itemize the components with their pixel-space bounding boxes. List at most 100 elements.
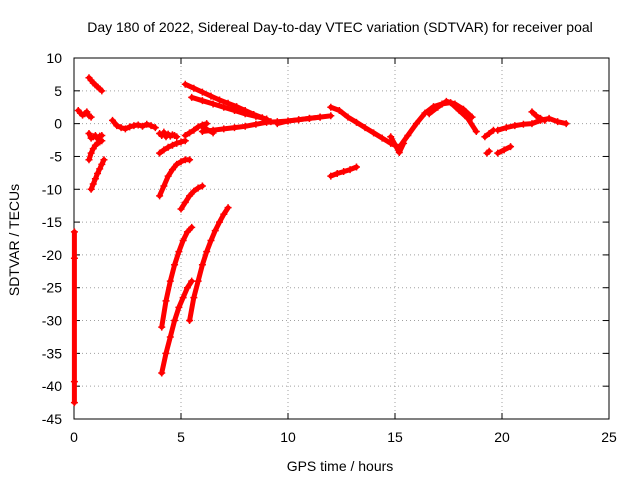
data-point-marker (126, 123, 134, 131)
data-point-marker (143, 120, 151, 128)
data-point-marker (198, 97, 206, 105)
x-tick-label: 10 (280, 429, 296, 445)
series-arc-4.1h-deepest (158, 277, 196, 377)
series-band (529, 109, 548, 123)
series-arc-5.5h-upper (188, 93, 271, 123)
series-arc-0.8h-low (87, 156, 108, 193)
data-point-marker (459, 105, 467, 113)
data-point-marker (346, 166, 354, 174)
x-tick-label: 15 (387, 429, 403, 445)
x-tick-label: 5 (177, 429, 185, 445)
y-tick-label: -35 (42, 345, 62, 361)
data-point-marker (94, 170, 102, 178)
data-point-marker (194, 184, 202, 192)
data-point-marker (190, 126, 198, 134)
y-tick-label: -20 (42, 247, 62, 263)
y-tick-label: 5 (54, 83, 62, 99)
data-point-marker (224, 99, 232, 107)
data-point-marker (181, 80, 189, 88)
data-point-marker (434, 103, 442, 111)
series-edge-points-0h (70, 228, 78, 407)
series-band (157, 157, 193, 199)
data-point-marker (216, 218, 224, 226)
data-point-marker (198, 182, 206, 190)
data-point-marker (186, 129, 194, 137)
data-point-marker (166, 333, 174, 341)
data-point-marker (166, 277, 174, 285)
data-point-marker (327, 172, 335, 180)
data-point-marker (158, 369, 166, 377)
series-arc-20h-zero (494, 114, 570, 134)
data-point-marker (485, 129, 493, 137)
data-point-marker (203, 120, 211, 128)
data-point-marker (85, 129, 93, 137)
data-point-marker (485, 147, 493, 155)
data-point-marker (87, 113, 95, 121)
y-tick-label: 0 (54, 116, 62, 132)
data-point-marker (181, 131, 189, 139)
series-arc-20h-neg (494, 143, 515, 157)
series-arc-12h-neg (327, 163, 360, 180)
data-point-marker (481, 133, 489, 141)
data-point-marker (263, 118, 271, 126)
data-point-marker (70, 254, 78, 262)
data-point-marker (209, 100, 217, 108)
data-point-marker (173, 139, 181, 147)
data-point-marker (175, 248, 183, 256)
data-point-marker (340, 168, 348, 176)
y-tick-label: -5 (50, 148, 63, 164)
data-point-marker (158, 323, 166, 331)
data-point-marker (171, 261, 179, 269)
data-point-marker (203, 248, 211, 256)
series-arc-10h-zero (273, 112, 335, 128)
data-point-marker (333, 170, 341, 178)
data-point-marker (171, 317, 179, 325)
data-point-marker (188, 223, 196, 231)
data-point-marker (220, 210, 228, 218)
y-tick-label: -25 (42, 280, 62, 296)
data-point-marker (198, 88, 206, 96)
data-point-marker (177, 158, 185, 166)
data-point-marker (117, 124, 125, 132)
series-arc-4.0h-a (156, 128, 181, 141)
data-point-marker (179, 294, 187, 302)
y-axis-label: SDTVAR / TECUs (6, 184, 22, 296)
data-point-marker (316, 113, 324, 121)
data-point-marker (177, 205, 185, 213)
series-band (426, 98, 475, 120)
data-point-marker (183, 284, 191, 292)
series-band (178, 183, 205, 212)
data-point-marker (537, 114, 545, 122)
data-point-marker (156, 192, 164, 200)
data-point-marker (412, 120, 420, 128)
data-point-marker (211, 227, 219, 235)
data-point-marker (198, 261, 206, 269)
series-arc-0.7h-high (85, 74, 106, 95)
data-point-marker (335, 107, 343, 115)
data-point-marker (179, 236, 187, 244)
series-arc-6.0h-cross (198, 123, 217, 137)
data-point-marker (207, 92, 215, 100)
series-arc-4.0h-b (156, 137, 189, 157)
data-point-marker (98, 87, 106, 95)
data-point-marker (162, 349, 170, 357)
x-axis: 0 5 10 15 20 25 (70, 58, 617, 445)
data-point-marker (327, 103, 335, 111)
data-point-marker (83, 108, 91, 116)
data-point-marker (352, 163, 360, 171)
data-point-marker (168, 166, 176, 174)
data-point-marker (284, 117, 292, 125)
series-arc-5.4h-low (186, 204, 232, 325)
data-point-marker (502, 124, 510, 132)
data-point-marker (207, 236, 215, 244)
data-point-marker (162, 297, 170, 305)
series-arc-4.1h-deep (158, 223, 196, 331)
data-point-marker (361, 124, 369, 132)
data-point-marker (494, 126, 502, 134)
data-point-marker (160, 146, 168, 154)
data-point-marker (511, 122, 519, 130)
data-point-marker (188, 93, 196, 101)
data-point-marker (156, 149, 164, 157)
data-point-marker (528, 120, 536, 128)
